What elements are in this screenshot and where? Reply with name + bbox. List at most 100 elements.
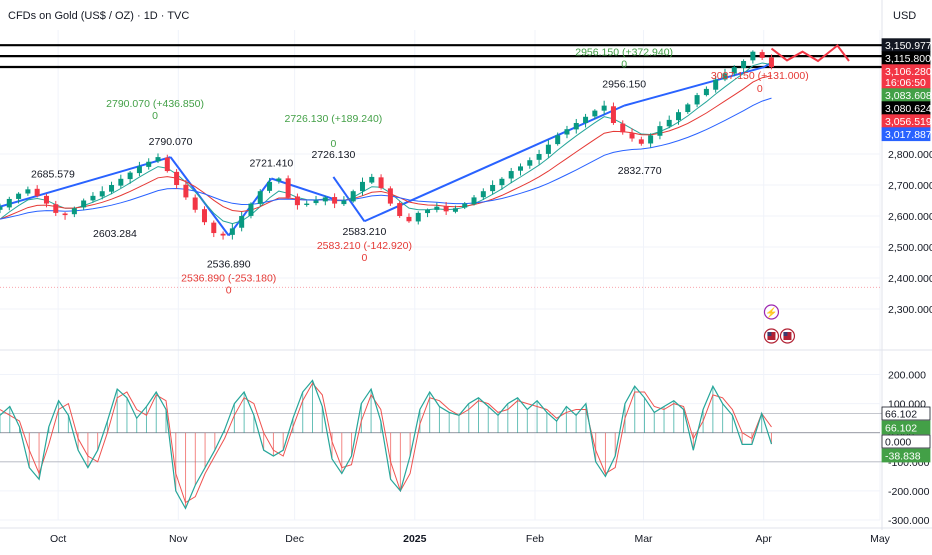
candle-body [174,171,180,185]
candle-body [211,222,217,234]
x-tick-label: May [870,533,891,545]
y-tick-label: 2,600.000 [888,211,932,223]
candle-body [0,206,3,210]
price-annotation: 2726.130 [311,149,355,161]
candle-body [527,160,533,166]
candle-body [573,123,579,130]
y-tick-label: 2,400.000 [888,273,932,285]
price-label: 3,150.977 [885,40,932,52]
candle-body [359,181,365,192]
trendline-segment[interactable] [0,156,171,208]
candle-body [16,193,22,199]
candle-body [387,188,393,204]
candle-body [592,110,598,117]
forecast-path [770,44,850,63]
price-annotation: 2603.284 [93,228,137,240]
osc-value-label: 0.000 [885,436,911,448]
candle-body [508,171,514,179]
candle-body [90,195,96,201]
forecast-zigzag [770,44,850,63]
candle-body [304,203,310,205]
candle-body [490,185,496,192]
moving-averages [0,62,772,225]
price-label: 3,106.280 [885,66,932,78]
trendline-segment[interactable] [271,177,334,200]
candle-body [341,200,347,205]
candle-body [703,88,709,96]
candle-body [285,178,291,198]
price-annotation: 2685.579 [31,168,75,180]
candle-body [6,198,12,208]
osc-value-box [881,406,931,421]
candle-body [434,206,440,210]
candle-body [415,212,421,222]
time-axis[interactable]: Oct Nov Dec 2025 Feb Mar Apr May [50,533,891,545]
osc-value-label: -38.838 [885,450,921,462]
candle-body [471,197,477,205]
price-annotation: 2583.210 (-142.920) [317,240,412,252]
candle-body [239,216,245,228]
y-tick-label: 2,300.000 [888,304,932,316]
y-tick-label: 2,800.000 [888,149,932,161]
event-icons[interactable]: ⚡ [763,304,796,344]
candle-body [313,200,319,204]
lightning-icon[interactable] [763,304,780,320]
x-tick-label: Dec [285,533,304,545]
candle-body [267,181,273,191]
candle-body [397,203,403,216]
horizontal-levels[interactable] [0,44,882,69]
osc-tick-label: 200.000 [888,370,926,382]
candle-body [676,112,682,121]
candle-body [731,67,737,74]
candle-body [741,61,747,69]
trendline-segment[interactable] [363,104,625,223]
candle-body [118,178,124,186]
price-annotation: 2832.770 [618,165,662,177]
chart-title: CFDs on Gold (US$ / OZ) · 1D · TVC [8,10,189,22]
x-tick-label: Apr [756,533,773,545]
candle-body [71,208,77,215]
x-tick-label: 2025 [403,533,427,545]
us-flag-canton [783,332,788,336]
candle-body [192,197,198,210]
price-annotation: 2536.890 [207,259,251,271]
candle-body [545,144,551,154]
price-label: 3,083.608 [885,90,932,102]
price-annotation: 3087.150 (+131.000) [711,70,809,82]
candle-body [555,135,561,145]
y-tick-label: 2,500.000 [888,242,932,254]
candle-body [81,200,87,208]
osc-value-label: 66.102 [885,422,917,434]
candle-body [768,57,774,68]
price-label: 3,017.887 [885,129,932,141]
candle-body [452,208,458,212]
y-tick-label: 2,700.000 [888,180,932,192]
candle-body [406,216,412,222]
candle-body [25,189,31,194]
trendline-segment[interactable] [623,66,764,107]
candle-body [499,178,505,186]
candle-body [685,104,691,113]
osc-tick-label: -300.000 [888,515,930,527]
candle-body [601,105,607,111]
price-label-box [881,127,931,142]
oscillator-pane [0,379,882,510]
osc-tick-label: -200.000 [888,486,930,498]
osc-red-line [0,382,772,504]
candle-body [322,197,328,202]
price-axis[interactable]: 2,300.000 2,400.000 2,500.000 2,600.000 2,70… [881,38,932,527]
candle-body [517,166,523,171]
currency-label[interactable]: USD [893,10,916,22]
candle-body [443,205,449,212]
candle-body [53,204,59,213]
osc-value-label: 66.102 [885,408,917,420]
candle-body [276,178,282,182]
annotation-zero: 0 [226,285,232,297]
candles [0,49,774,240]
candle-body [620,123,626,133]
candle-body [34,188,40,196]
